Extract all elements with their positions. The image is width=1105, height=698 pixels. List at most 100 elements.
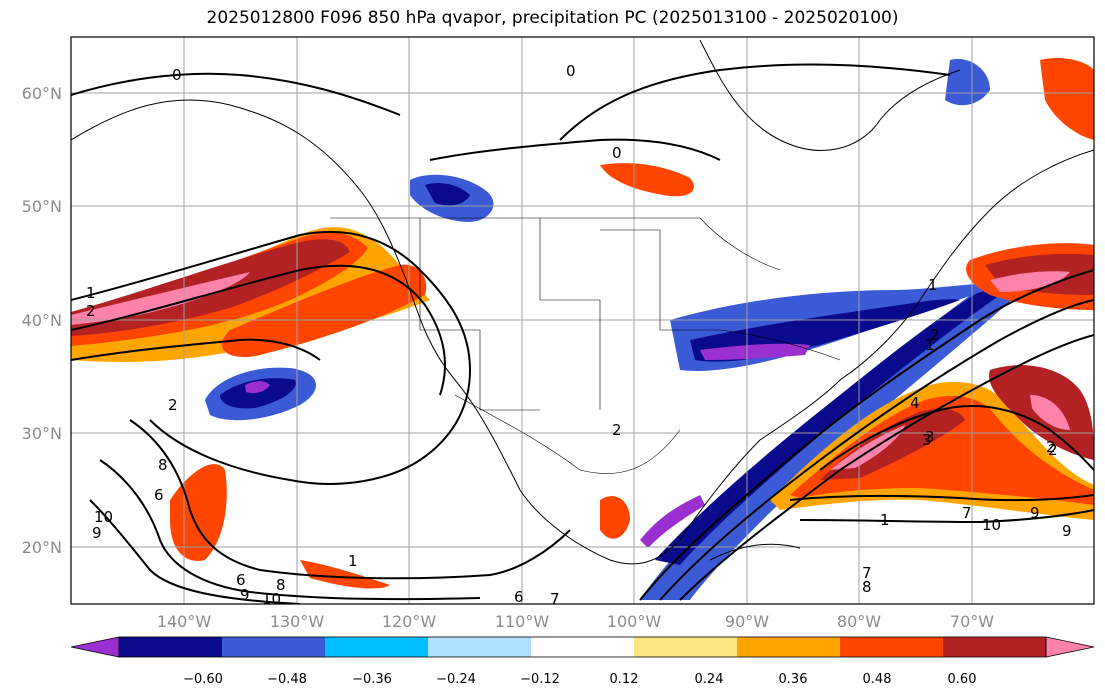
lon-label: 130°W [270, 612, 325, 631]
map-layers: 0 0 0 1 2 1 2 2 1 2 3 2 1 8 6 9 10 8 6 9… [71, 37, 1094, 608]
colorbar-tick-label: 0.48 [863, 672, 892, 687]
lat-label: 50°N [22, 197, 62, 216]
lat-label: 20°N [22, 538, 62, 557]
contour-label: 7 [862, 564, 872, 582]
colorbar-extend-max [1045, 636, 1095, 658]
contour-label: 6 [236, 571, 246, 589]
east-band-navy [655, 285, 1000, 565]
colorbar-segment [428, 637, 531, 657]
contour-label: 3 [925, 428, 935, 446]
colorbar-tick-label: 0.60 [948, 672, 977, 687]
contour-label: 7 [962, 504, 972, 522]
ne-pos-pink [990, 271, 1070, 292]
contour-label: 1 [86, 284, 96, 302]
atlantic-pos-pink [830, 425, 905, 470]
contour-label: 2 [612, 421, 622, 439]
colorbar-tick-label: −0.48 [267, 672, 307, 687]
colorbar-frame [118, 636, 1047, 658]
plot-border [70, 36, 1095, 605]
greenland-pos [1040, 58, 1094, 140]
lon-label: 70°W [950, 612, 994, 631]
lon-label: 100°W [607, 612, 662, 631]
contour-label: 8 [158, 456, 168, 474]
east-band-purple [640, 495, 705, 548]
borders [330, 217, 841, 474]
canada-neg-core [425, 183, 470, 206]
contours [71, 63, 1094, 604]
colorbar-tick-label: 0.24 [695, 672, 724, 687]
shading-layer [71, 58, 1094, 600]
gulf-pos [600, 496, 630, 539]
lon-labels: 140°W 130°W 120°W 110°W 100°W 90°W 80°W … [157, 612, 994, 631]
contour-label: 8 [276, 576, 286, 594]
contour-label: 2 [930, 326, 940, 344]
ar-band-pink [71, 272, 250, 325]
coast-band-orange [221, 264, 427, 358]
coastlines [71, 39, 1094, 565]
colorbar-segment [119, 637, 222, 657]
colorbar-tick-labels: −0.60 −0.48 −0.36 −0.24 −0.12 0.12 0.24 … [183, 672, 976, 687]
lon-label: 90°W [725, 612, 769, 631]
gridlines [71, 37, 1094, 604]
colorbar-segment [840, 637, 943, 657]
greenland-neg [945, 59, 990, 106]
atlantic-pos-red [790, 395, 1094, 505]
contour-label: 1 [928, 276, 938, 294]
lat-labels: 20°N 30°N 40°N 50°N 60°N [22, 84, 62, 557]
colorbar-segment [943, 637, 1046, 657]
contour-label: 1 [348, 552, 358, 570]
contour-labels: 0 0 0 1 2 1 2 2 1 2 3 2 1 8 6 9 10 8 6 9… [86, 62, 1072, 608]
colorbar-extend-min [70, 636, 120, 658]
contour-label: 0 [612, 144, 622, 162]
lon-label: 110°W [495, 612, 550, 631]
lon-label: 120°W [382, 612, 437, 631]
colorbar-segments [70, 636, 1095, 658]
lat-label: 30°N [22, 424, 62, 443]
lat-label: 60°N [22, 84, 62, 103]
colorbar-tick-label: −0.60 [183, 672, 223, 687]
contour-label: 1 [880, 511, 890, 529]
colorbar-tick-label: 0.12 [610, 672, 639, 687]
lon-label: 140°W [157, 612, 212, 631]
contour-label: 4 [910, 394, 920, 412]
contour-label: 0 [172, 66, 182, 84]
contour-label: 7 [550, 590, 560, 608]
lat-label: 40°N [22, 311, 62, 330]
contour-label: 3 [922, 431, 932, 449]
north-pos [600, 163, 694, 197]
colorbar-segment [325, 637, 428, 657]
contour-label: 6 [154, 486, 164, 504]
colorbar-segment [737, 637, 840, 657]
contour-label: 9 [92, 524, 102, 542]
contour-label: 2 [168, 396, 178, 414]
contour-label: 1 [925, 336, 935, 354]
trop-pac-orange2 [300, 560, 390, 589]
contour-label: 9 [240, 586, 250, 604]
colorbar: −0.60 −0.48 −0.36 −0.24 −0.12 0.12 0.24 … [70, 636, 1095, 687]
atlantic-east-pink [1030, 395, 1070, 430]
contour-label: 10 [982, 516, 1001, 534]
contour-label: 9 [1030, 504, 1040, 522]
map-title: 2025012800 F096 850 hPa qvapor, precipit… [206, 8, 899, 28]
contour-label: 2 [86, 302, 96, 320]
east-band-lightblue [640, 260, 1040, 600]
colorbar-tick-label: 0.36 [779, 672, 808, 687]
contour-label: 10 [262, 590, 281, 608]
midwest-band-purple [700, 343, 810, 360]
colorbar-segment [222, 637, 325, 657]
contour-label: 2 [1048, 441, 1058, 459]
lon-label: 80°W [837, 612, 881, 631]
colorbar-segment [531, 637, 634, 657]
contour-label: 0 [566, 62, 576, 80]
colorbar-tick-label: −0.24 [436, 672, 476, 687]
colorbar-tick-label: −0.12 [520, 672, 560, 687]
contour-label: 8 [862, 578, 872, 596]
contour-label: 9 [1062, 522, 1072, 540]
pacific-neg-purple [245, 381, 270, 394]
contour-label: 10 [94, 508, 113, 526]
contour-label: 6 [514, 588, 524, 606]
pacific-neg-core [220, 378, 296, 409]
contour-label: 2 [1046, 438, 1056, 456]
colorbar-segment [634, 637, 737, 657]
